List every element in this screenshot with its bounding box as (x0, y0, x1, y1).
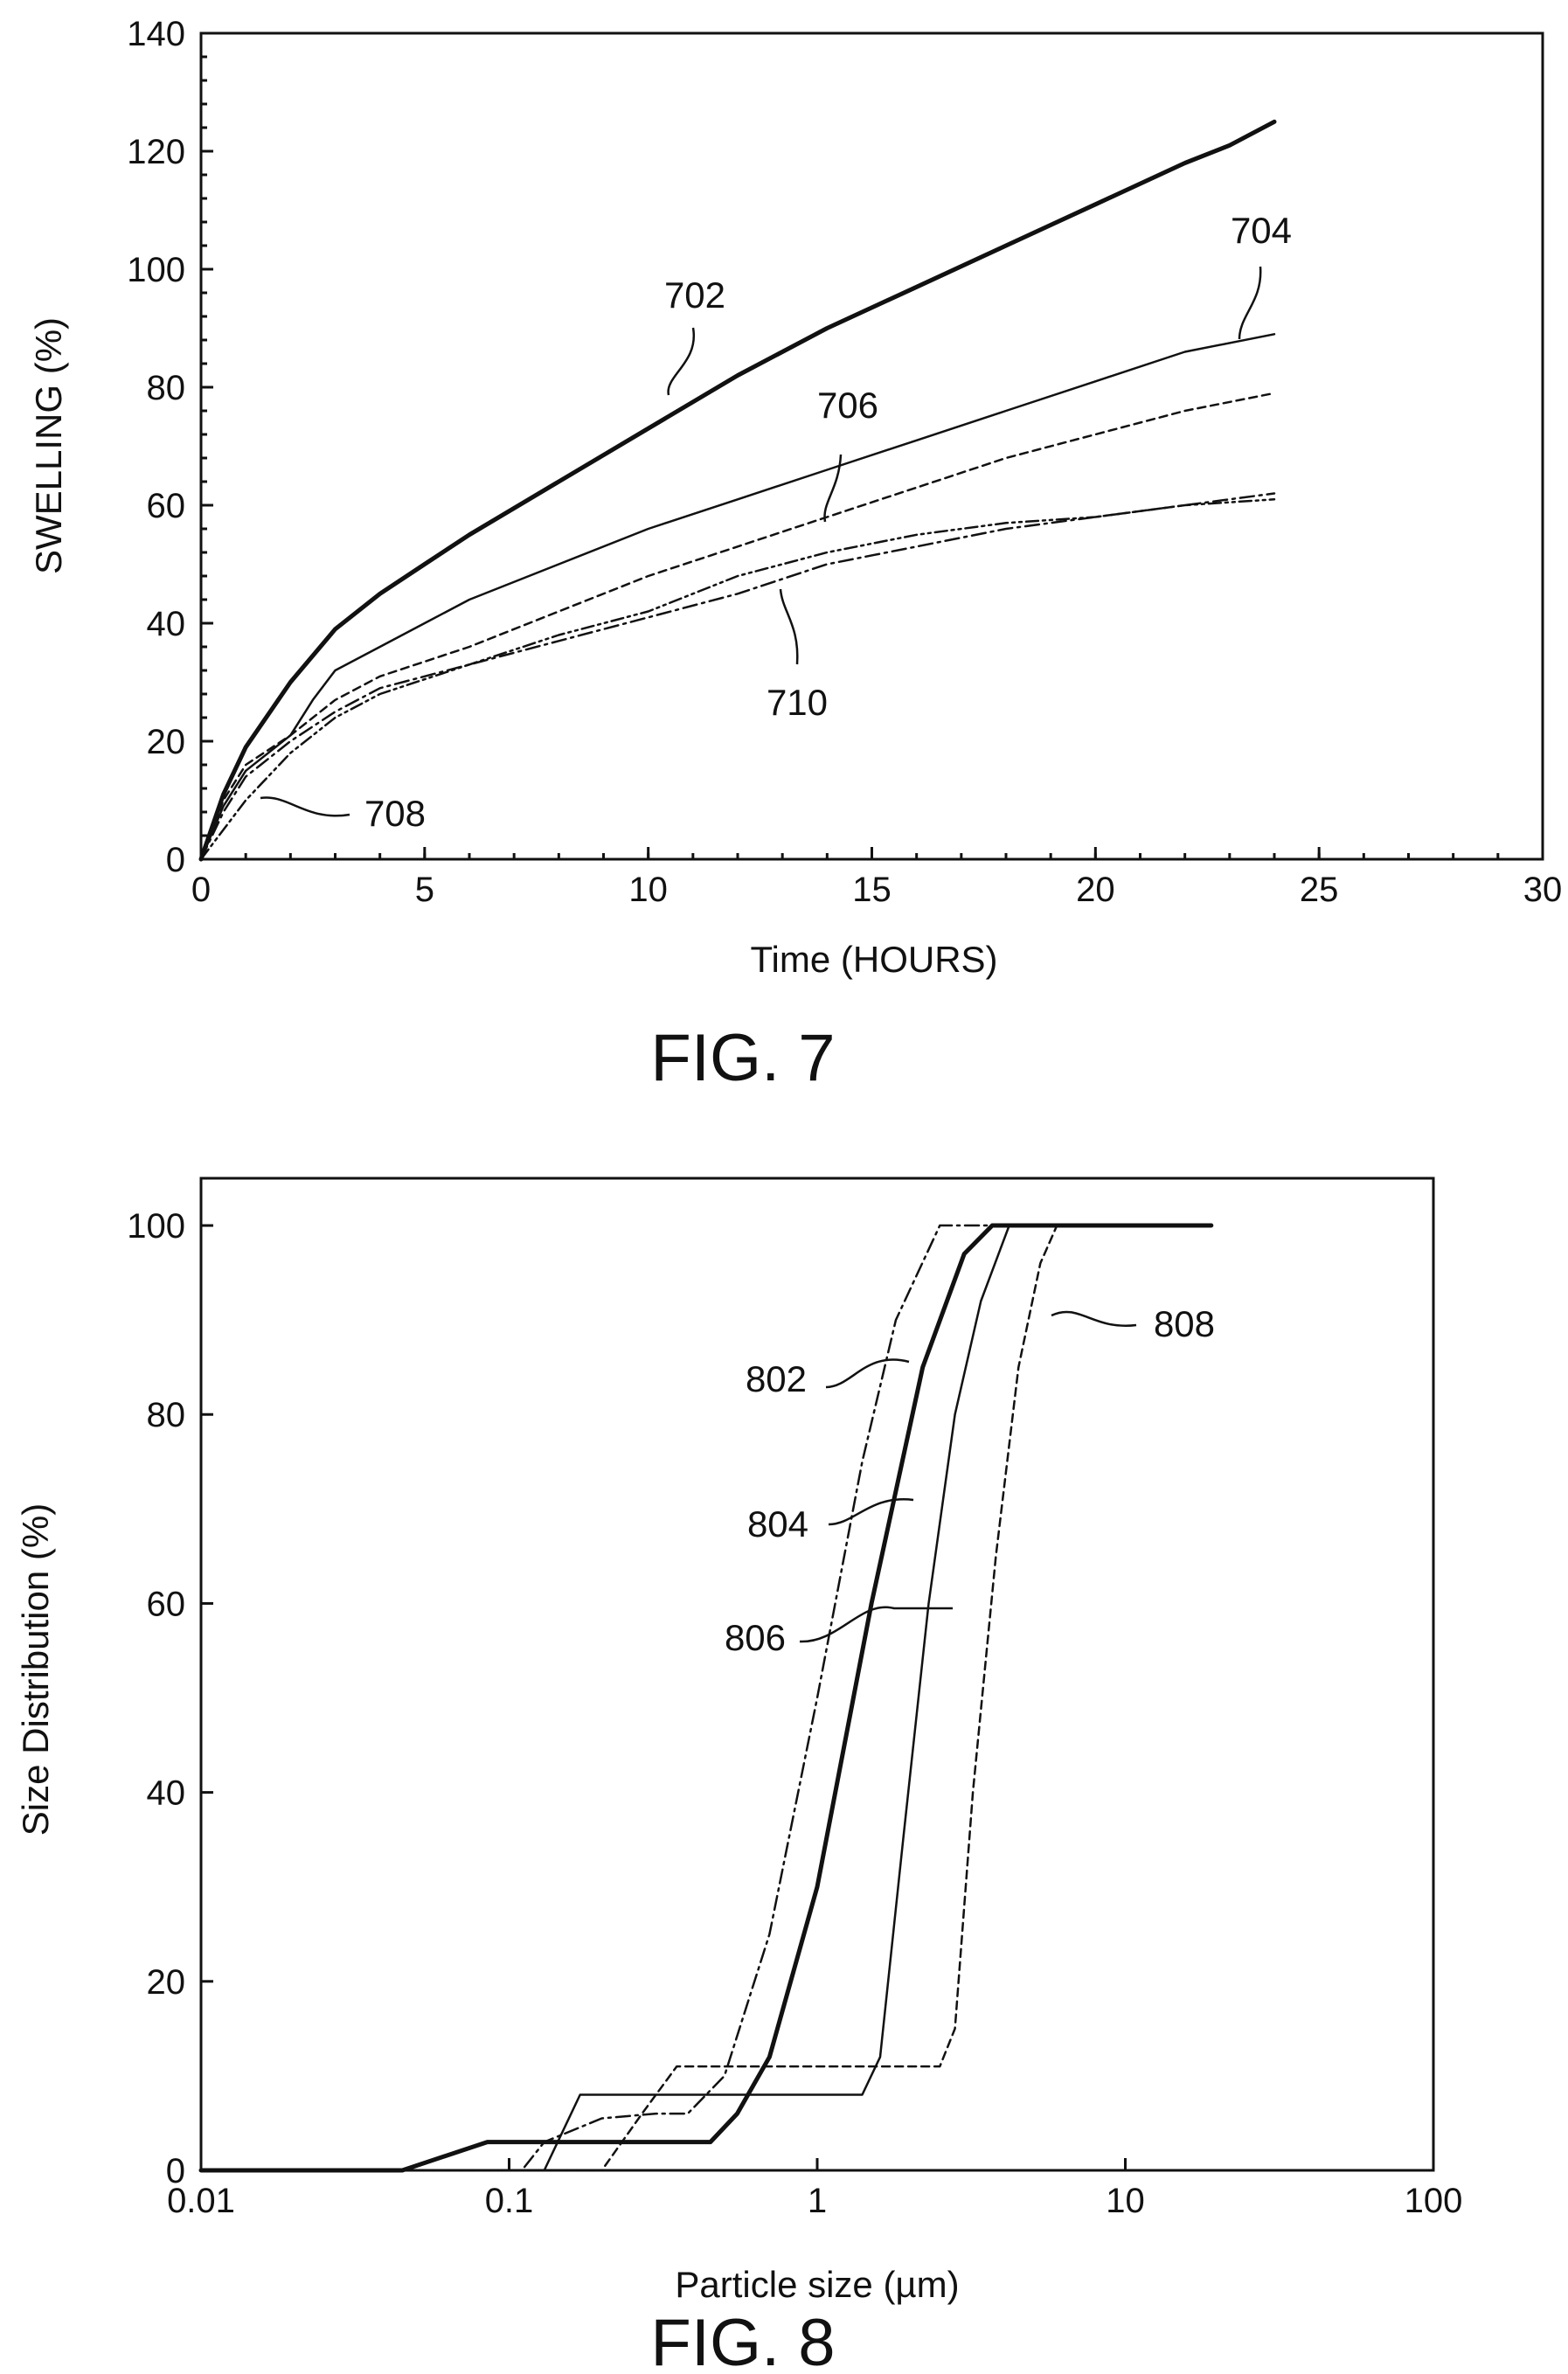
y-tick-label: 80 (147, 1396, 186, 1434)
ref-label-704: 704 (1231, 210, 1292, 251)
y-tick-label: 40 (147, 605, 186, 643)
fig8-x-axis-title: Particle size (µm) (675, 2264, 959, 2305)
x-tick-label: 0.1 (485, 2182, 534, 2220)
series-line-706 (199, 392, 1276, 861)
fig8-caption: FIG. 8 (650, 2306, 835, 2374)
x-tick-label: 100 (1405, 2182, 1463, 2220)
fig7-plot-frame (199, 31, 1544, 861)
series-line-708 (199, 498, 1276, 861)
y-tick-label: 80 (147, 369, 186, 407)
y-tick-label: 20 (147, 723, 186, 761)
y-tick-label: 100 (127, 1207, 185, 1246)
leader-802 (825, 1358, 910, 1389)
fig8-plot-frame (199, 1177, 1435, 2172)
x-tick-label: 15 (852, 871, 892, 909)
series-line-806 (199, 1224, 1213, 2172)
y-tick-label: 100 (127, 251, 185, 289)
series-line-710 (199, 492, 1276, 861)
fig7-series-lines (198, 119, 1277, 862)
leader-808 (1051, 1310, 1137, 1328)
y-tick-label: 0 (166, 2152, 185, 2190)
leader-710 (779, 588, 799, 665)
y-tick-label: 0 (166, 841, 185, 879)
fig7-x-axis-title: Time (HOURS) (750, 939, 997, 980)
fig8-y-axis-title: Size Distribution (%) (15, 1503, 56, 1836)
fig8-chart: 0.01 0.1 1 10 100 0 20 40 60 80 100 Particle size … (15, 1177, 1462, 2374)
ref-label-702: 702 (664, 274, 725, 316)
fig8-series-lines (198, 1223, 1214, 2173)
series-line-804 (198, 1223, 1214, 2173)
series-line-704 (199, 333, 1276, 861)
y-tick-label: 40 (147, 1774, 186, 1813)
y-tick-label: 60 (147, 487, 186, 525)
leader-708 (260, 796, 350, 817)
x-tick-label: 0.01 (167, 2182, 235, 2220)
x-tick-label: 10 (628, 871, 668, 909)
x-tick-label: 20 (1076, 871, 1115, 909)
fig7-axis-ticks: 0 5 10 15 20 25 30 0 20 40 60 80 100 120 140 (127, 15, 1562, 909)
x-tick-label: 0 (191, 871, 211, 909)
series-line-802 (199, 1224, 1213, 2172)
x-tick-label: 30 (1523, 871, 1563, 909)
ref-label-806: 806 (725, 1617, 786, 1658)
y-tick-label: 140 (127, 15, 185, 53)
x-tick-label: 1 (808, 2182, 827, 2220)
leader-806 (799, 1606, 953, 1643)
y-tick-label: 120 (127, 133, 185, 171)
y-tick-label: 60 (147, 1585, 186, 1623)
leader-702 (667, 327, 696, 396)
x-tick-label: 25 (1300, 871, 1339, 909)
fig8-axis-ticks: 0.01 0.1 1 10 100 0 20 40 60 80 100 (127, 1207, 1462, 2220)
ref-label-804: 804 (747, 1503, 808, 1544)
leader-804 (828, 1498, 914, 1526)
ref-label-710: 710 (767, 682, 828, 723)
x-tick-label: 10 (1106, 2182, 1145, 2220)
fig7-y-axis-title: SWELLING (%) (28, 317, 69, 574)
ref-label-802: 802 (746, 1358, 807, 1399)
x-tick-label: 5 (415, 871, 434, 909)
ref-label-708: 708 (364, 793, 426, 834)
y-tick-label: 20 (147, 1963, 186, 2002)
fig7-chart: 0 5 10 15 20 25 30 0 20 40 60 80 100 120 140 Time (HOU… (28, 15, 1562, 1095)
ref-label-706: 706 (817, 385, 878, 426)
ref-label-808: 808 (1154, 1303, 1215, 1344)
series-line-808 (199, 1224, 1213, 2172)
series-line-702 (198, 119, 1277, 862)
fig7-caption: FIG. 7 (650, 1021, 835, 1095)
leader-704 (1238, 266, 1262, 340)
leader-706 (823, 454, 843, 523)
